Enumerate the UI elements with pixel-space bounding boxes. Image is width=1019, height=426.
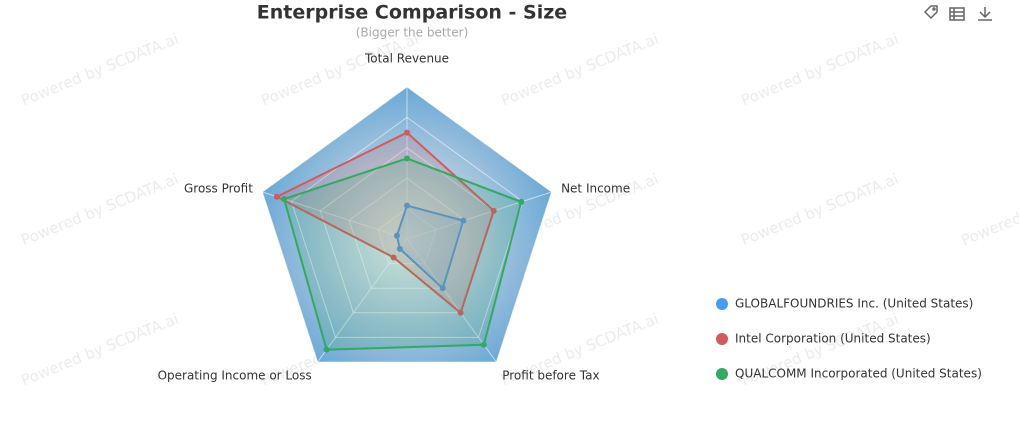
axis-label: Net Income (561, 181, 630, 195)
series-point (439, 285, 446, 292)
watermark: Powered by SCDATA.ai (18, 30, 181, 110)
toolbar[interactable] (923, 5, 992, 21)
axis-label: Total Revenue (364, 52, 449, 66)
legend-label[interactable]: GLOBALFOUNDRIES Inc. (United States) (735, 297, 973, 311)
tag-icon[interactable] (923, 5, 938, 20)
download-icon[interactable] (978, 7, 992, 21)
legend-marker[interactable] (716, 333, 728, 345)
axis-line (406, 191, 552, 240)
legend-marker[interactable] (716, 298, 728, 310)
watermark: Powered by SCDATA.ai (18, 170, 181, 250)
axis-label: Gross Profit (184, 181, 253, 195)
series-point (457, 309, 464, 316)
series-point (460, 217, 467, 224)
series-point (404, 202, 410, 209)
grid-ring (261, 86, 553, 363)
watermark: Powered by SCDATA.ai (738, 30, 901, 110)
legend-label[interactable]: Intel Corporation (United States) (735, 332, 931, 346)
axis-label: Profit before Tax (502, 369, 599, 383)
series-area (282, 157, 523, 351)
series-point (393, 232, 400, 239)
watermark: Powered by SCDATA.ai (958, 170, 1019, 250)
series-point (490, 207, 497, 214)
series-point (404, 155, 410, 162)
chart-subtitle: (Bigger the better) (356, 26, 469, 40)
series-point (390, 254, 397, 261)
series-point (518, 198, 525, 205)
grid-ring (290, 116, 524, 338)
watermark: Powered by SCDATA.ai (498, 30, 661, 110)
chart-title: Enterprise Comparison - Size (257, 2, 567, 24)
plot (261, 86, 553, 363)
series-point (396, 245, 403, 252)
series-area (395, 204, 465, 290)
series-point (323, 346, 330, 353)
watermark: Powered by SCDATA.ai (738, 170, 901, 250)
grid-ring (348, 177, 466, 289)
series-point (404, 129, 410, 136)
grid-ring (377, 207, 437, 265)
series-area (274, 131, 495, 315)
grid-ring (319, 147, 495, 314)
legend-marker[interactable] (716, 368, 728, 380)
series-point (480, 341, 487, 348)
axis-line (406, 238, 497, 363)
legend-label[interactable]: QUALCOMM Incorporated (United States) (735, 367, 982, 381)
axis-label: Operating Income or Loss (158, 369, 312, 383)
series-point (281, 196, 288, 203)
series-point (273, 193, 280, 200)
table-icon[interactable] (949, 7, 965, 21)
